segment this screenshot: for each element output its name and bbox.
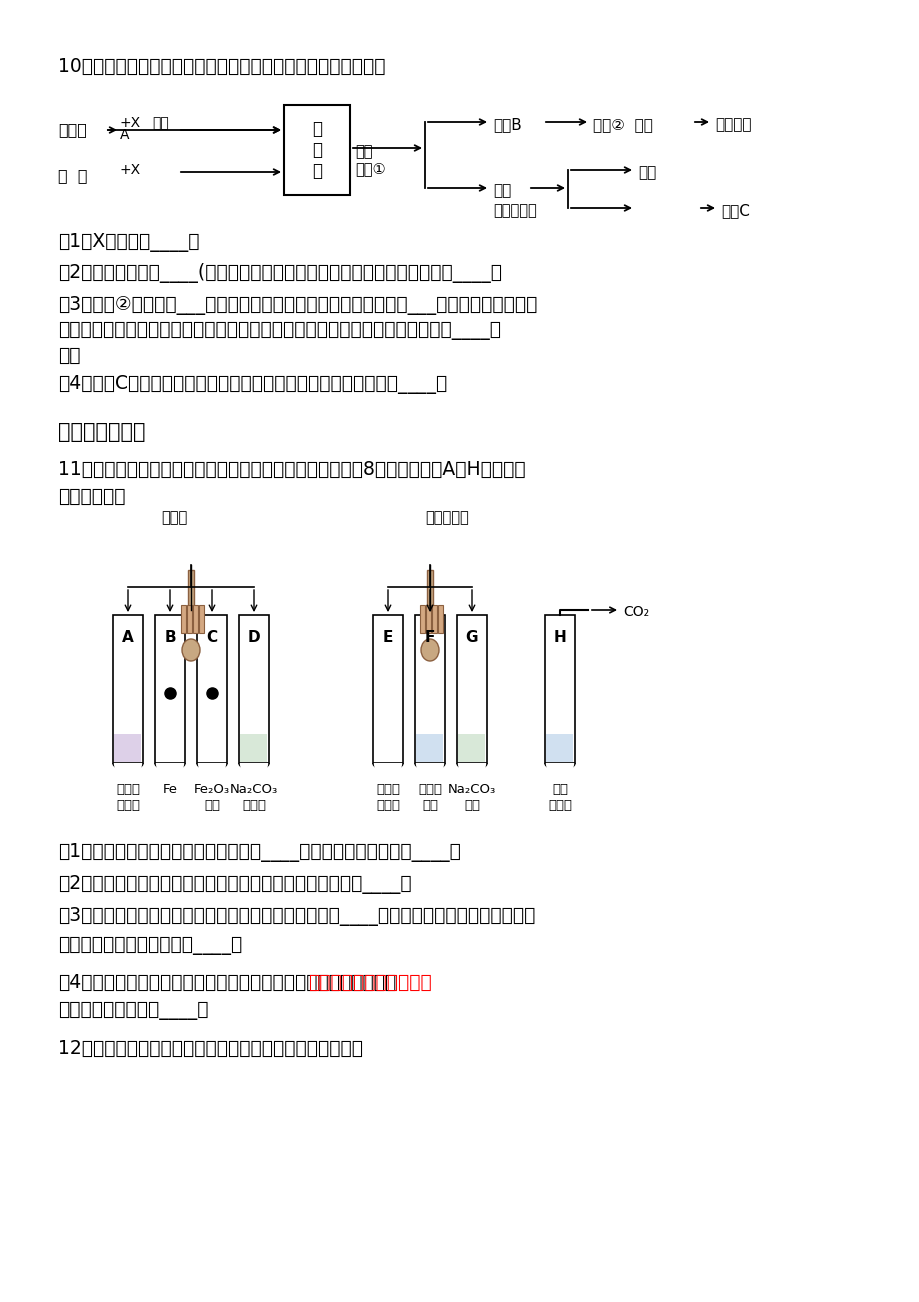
- Wedge shape: [155, 763, 184, 777]
- Text: +X: +X: [119, 116, 141, 130]
- Text: 10．下面是某工厂苛化法生产烧碱的示意图．请回答下列问题：: 10．下面是某工厂苛化法生产烧碱的示意图．请回答下列问题：: [58, 57, 385, 76]
- Bar: [546, 733, 573, 762]
- Bar: [426, 570, 433, 611]
- Bar: [457, 615, 486, 763]
- Text: F: F: [425, 629, 435, 644]
- Bar: [187, 570, 194, 611]
- Bar: [416, 733, 443, 762]
- Wedge shape: [114, 763, 142, 777]
- Text: 一段时间后有气泡冒出，: 一段时间后有气泡冒出，: [308, 973, 432, 992]
- Text: CO₂: CO₂: [622, 605, 649, 618]
- Text: 稀盐酸
溶液: 稀盐酸 溶液: [417, 783, 441, 812]
- Text: A: A: [122, 629, 134, 644]
- Wedge shape: [458, 763, 485, 777]
- Ellipse shape: [182, 639, 199, 661]
- Text: 有强烈的腐蚀性，如果不慎将碱液沾到皮肤上，可先用较多的水冲洗，再涂上稀____溶: 有强烈的腐蚀性，如果不慎将碱液沾到皮肤上，可先用较多的水冲洗，再涂上稀____溶: [58, 322, 501, 340]
- Text: 紫色石
蕊试液: 紫色石 蕊试液: [116, 783, 140, 812]
- Text: 该试管中最初盛有的物质是____．: 该试管中最初盛有的物质是____．: [58, 936, 242, 954]
- Bar: [414, 615, 445, 763]
- Text: 液．: 液．: [58, 346, 81, 365]
- Wedge shape: [240, 763, 268, 777]
- Text: （2）生石灰可以由____(填名称）高温煅烧而得，其反应的化学方程式为：____．: （2）生石灰可以由____(填名称）高温煅烧而得，其反应的化学方程式为：____…: [58, 263, 502, 283]
- Text: A: A: [119, 128, 130, 142]
- Text: 滤液B: 滤液B: [493, 117, 521, 132]
- Text: 澄清石灰水: 澄清石灰水: [425, 510, 469, 525]
- Wedge shape: [373, 763, 402, 777]
- Wedge shape: [198, 763, 226, 777]
- Bar: [425, 605, 430, 633]
- Bar: [197, 615, 227, 763]
- Bar: [154, 615, 185, 763]
- Text: 纯  碱: 纯 碱: [58, 168, 87, 184]
- Text: 操作②  结晶: 操作② 结晶: [593, 117, 652, 132]
- Text: Na₂CO₃
饱溶液: Na₂CO₃ 饱溶液: [230, 783, 278, 812]
- Text: Fe: Fe: [163, 783, 177, 796]
- Text: 固体烧碱: 固体烧碱: [714, 117, 751, 132]
- Text: E: E: [382, 629, 392, 644]
- Text: （1）实验中观察到有气泡出现的试管是____，有沉淀生成的试管是____．: （1）实验中观察到有气泡出现的试管是____，有沉淀生成的试管是____．: [58, 842, 460, 862]
- Text: 洗涤、过滤: 洗涤、过滤: [493, 203, 536, 217]
- Text: 澄清
操作①: 澄清 操作①: [355, 143, 385, 176]
- Text: 11．某化学实验小组欲探究盐酸、氢氧化钙的化学性质，取8支试管分别用A－H编号后，: 11．某化学实验小组欲探究盐酸、氢氧化钙的化学性质，取8支试管分别用A－H编号后…: [58, 460, 525, 479]
- Text: G: G: [465, 629, 478, 644]
- Text: 三、实验探究题: 三、实验探究题: [58, 422, 145, 441]
- Text: 生石灰: 生石灰: [58, 122, 86, 137]
- Text: 无色酚
酞溶液: 无色酚 酞溶液: [376, 783, 400, 812]
- Text: 反
应
池: 反 应 池: [312, 120, 322, 180]
- Bar: [544, 615, 574, 763]
- Bar: [193, 605, 198, 633]
- Bar: [372, 615, 403, 763]
- Text: 做如下实验．: 做如下实验．: [58, 487, 125, 506]
- Bar: [187, 605, 192, 633]
- Wedge shape: [415, 763, 444, 777]
- Text: （1）X的化学式____．: （1）X的化学式____．: [58, 233, 199, 253]
- Text: 废泥: 废泥: [637, 165, 655, 180]
- Text: B: B: [164, 629, 176, 644]
- Text: +X: +X: [119, 163, 141, 177]
- Text: （4）实验后某试管的底部有白色固体，过滤后向滤液中滴加盐酸，: （4）实验后某试管的底部有白色固体，过滤后向滤液中滴加盐酸，: [58, 973, 396, 992]
- Text: C: C: [206, 629, 217, 644]
- Bar: [113, 615, 142, 763]
- Text: （4）滤液C可加入反应池循环再利用，目的是降低生产成本和防止____．: （4）滤液C可加入反应池循环再利用，目的是降低生产成本和防止____．: [58, 375, 447, 395]
- Text: （2）写出实验中无明显现象产生的试管中发生的化学方程式____．: （2）写出实验中无明显现象产生的试管中发生的化学方程式____．: [58, 875, 411, 894]
- Bar: [240, 733, 267, 762]
- Text: 滤查: 滤查: [493, 184, 511, 198]
- Text: 则该滤液中的溶质是____．: 则该滤液中的溶质是____．: [58, 1001, 209, 1019]
- Bar: [432, 605, 437, 633]
- Text: Na₂CO₃
溶液: Na₂CO₃ 溶液: [448, 783, 495, 812]
- Text: D: D: [247, 629, 260, 644]
- Text: H: H: [553, 629, 566, 644]
- Bar: [420, 605, 425, 633]
- Bar: [114, 733, 142, 762]
- Text: 稀盐酸: 稀盐酸: [161, 510, 187, 525]
- Bar: [437, 605, 443, 633]
- Bar: [284, 105, 349, 195]
- Text: Fe₂O₃
溶液: Fe₂O₃ 溶液: [194, 783, 230, 812]
- Text: 过量: 过量: [152, 116, 168, 130]
- Bar: [239, 615, 268, 763]
- Ellipse shape: [421, 639, 438, 661]
- Text: 12．甲乙两同学在学习酸的化学性质时做了如图所示实验：: 12．甲乙两同学在学习酸的化学性质时做了如图所示实验：: [58, 1039, 363, 1059]
- Text: 滤液C: 滤液C: [720, 203, 749, 217]
- Bar: [199, 605, 204, 633]
- Wedge shape: [545, 763, 573, 777]
- Bar: [458, 733, 485, 762]
- Text: （3）实验后某试管中为红色溶液，当向其中加入过量的____后，溶液变为蓝色．由此推断，: （3）实验后某试管中为红色溶液，当向其中加入过量的____后，溶液变为蓝色．由此…: [58, 907, 535, 926]
- Text: （3）操作②的名称是___；结晶得到的固体烧碱中可能含有少量的___（写化学式）；烧碱: （3）操作②的名称是___；结晶得到的固体烧碱中可能含有少量的___（写化学式）…: [58, 296, 537, 315]
- Bar: [181, 605, 186, 633]
- Text: 澄清
石灰水: 澄清 石灰水: [548, 783, 572, 812]
